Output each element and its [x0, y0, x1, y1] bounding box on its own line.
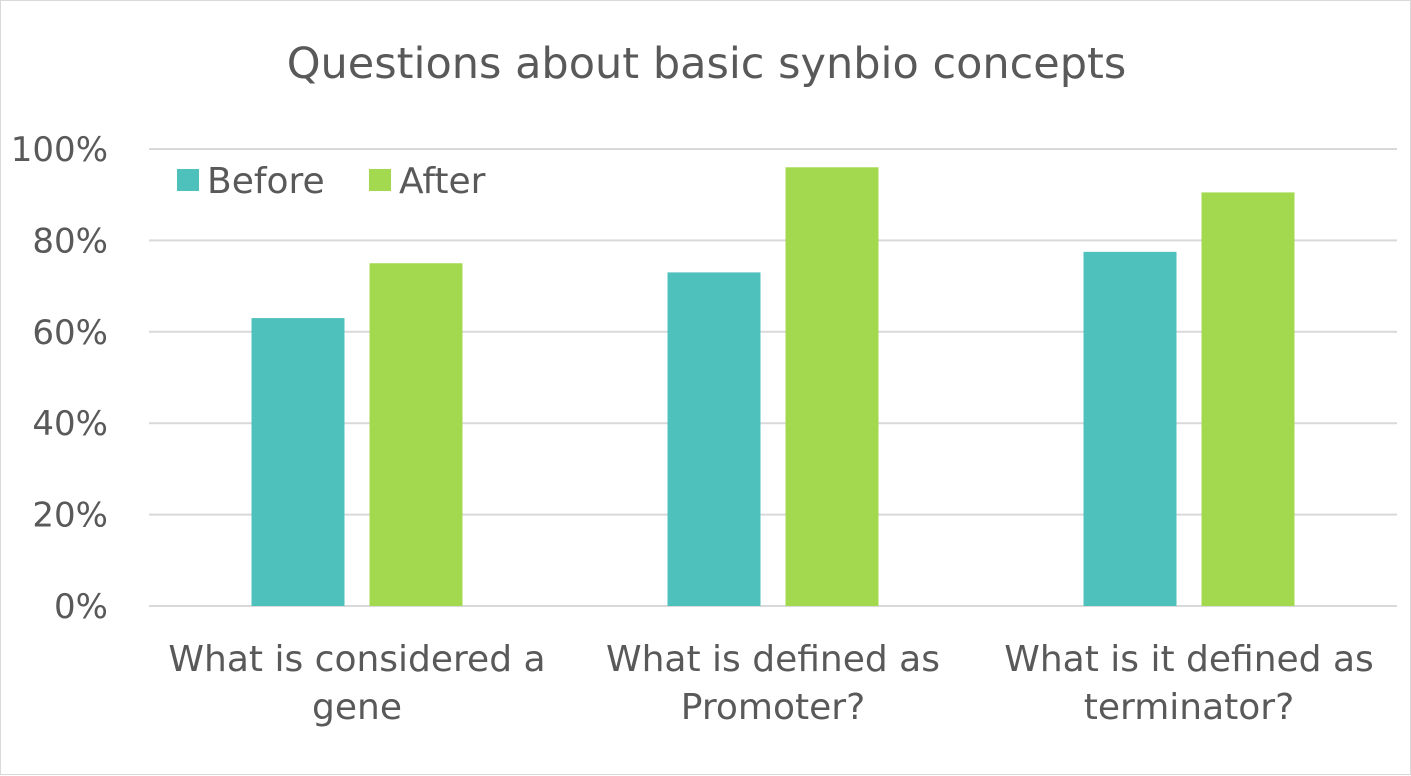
gridlines: [149, 148, 1397, 607]
chart-title: Questions about basic synbio concepts: [286, 39, 1127, 89]
y-axis-ticks: 0% 20% 40% 60% 80% 100%: [11, 130, 108, 627]
category-label: What is it defined as terminator?: [1004, 639, 1374, 728]
bar-after: [1201, 192, 1295, 607]
legend[interactable]: Before After: [177, 161, 486, 202]
bar-before: [251, 318, 345, 606]
y-tick-label: 80%: [32, 221, 108, 261]
y-tick-label: 20%: [32, 496, 108, 536]
bar-after: [369, 263, 463, 606]
category-label: What is considered a gene: [168, 639, 545, 728]
legend-swatch: [369, 169, 391, 191]
bars: [251, 167, 1295, 607]
bar-before: [1083, 251, 1177, 606]
legend-label: Before: [207, 161, 325, 202]
legend-label: After: [399, 161, 486, 202]
y-tick-label: 100%: [11, 130, 108, 170]
bar-before: [667, 272, 761, 606]
y-tick-label: 0%: [54, 587, 108, 627]
category-label: What is defined as Promoter?: [606, 639, 940, 728]
legend-swatch: [177, 169, 199, 191]
bar-after: [785, 167, 879, 606]
x-axis-categories: What is considered a gene What is defined …: [168, 639, 1373, 728]
y-tick-label: 60%: [32, 313, 108, 353]
y-tick-label: 40%: [32, 404, 108, 444]
